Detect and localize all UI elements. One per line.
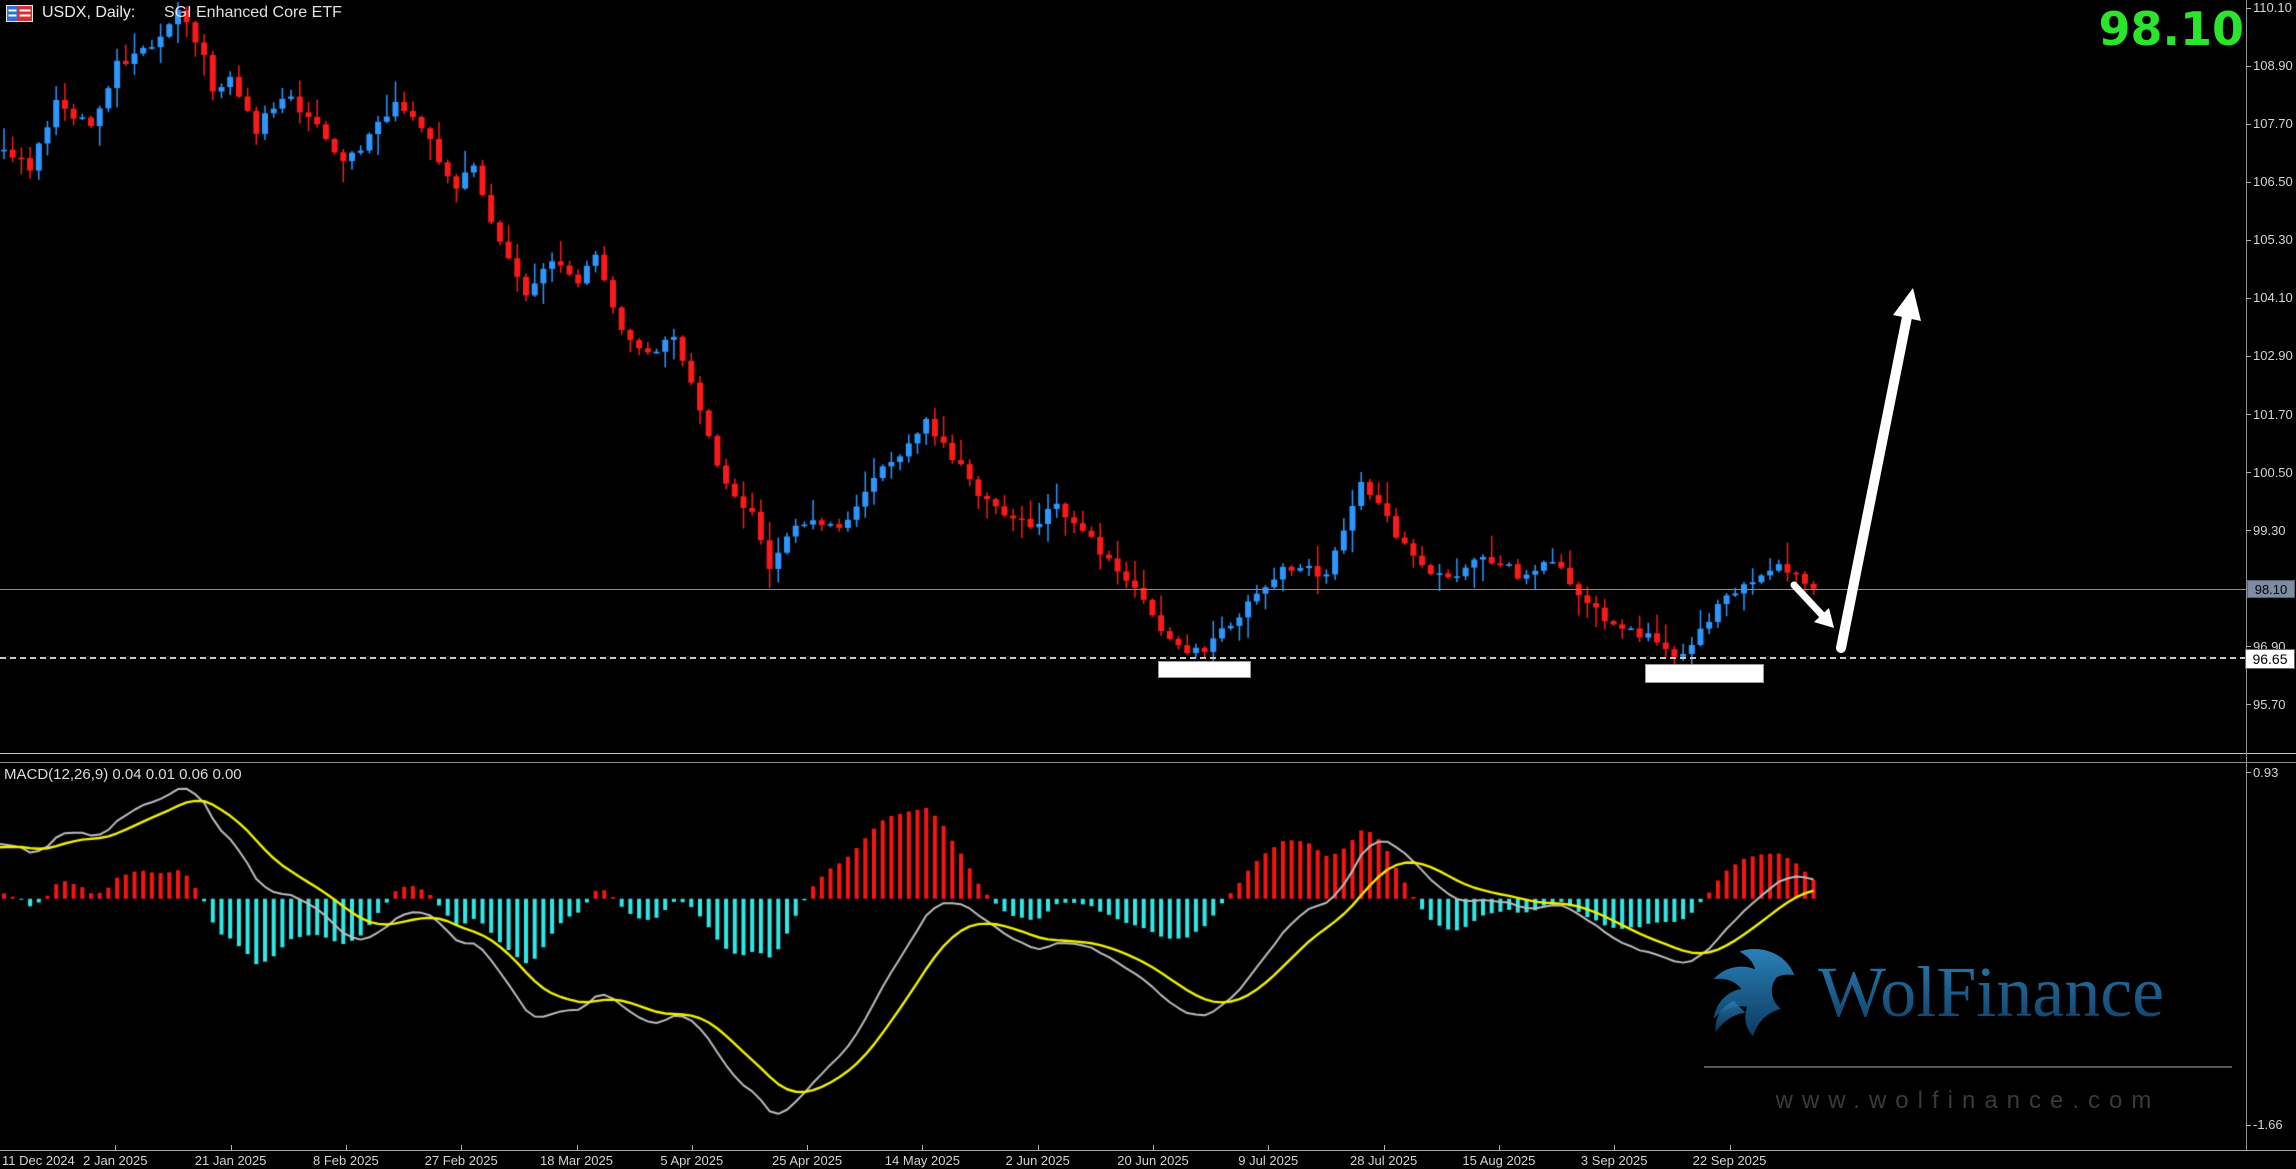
price-axis-label: 99.30 bbox=[2253, 522, 2286, 538]
axis-tick bbox=[1153, 1145, 1154, 1150]
axis-tick bbox=[2246, 123, 2251, 125]
time-axis-label: 3 Sep 2025 bbox=[1580, 1153, 1648, 1168]
panel-splitter-line[interactable] bbox=[0, 753, 2296, 754]
time-axis-label: 22 Sep 2025 bbox=[1692, 1153, 1767, 1168]
time-axis-label: 21 Jan 2025 bbox=[194, 1153, 267, 1168]
symbol-timeframe-label: USDX, Daily: bbox=[42, 4, 136, 21]
price-axis-label: 110.10 bbox=[2253, 0, 2292, 15]
support-level-line[interactable] bbox=[0, 657, 2246, 659]
time-axis-label: 9 Jul 2025 bbox=[1238, 1153, 1299, 1168]
current-price-line[interactable] bbox=[0, 589, 2246, 590]
time-axis-label: 5 Apr 2025 bbox=[660, 1153, 724, 1168]
axis-tick bbox=[1614, 1145, 1616, 1150]
axis-tick bbox=[2246, 297, 2251, 299]
current-price-display: 98.10 bbox=[2098, 2, 2244, 56]
time-axis-label: 2 Jan 2025 bbox=[83, 1153, 148, 1168]
axis-tick bbox=[2246, 1125, 2251, 1126]
time-axis-label: 14 May 2025 bbox=[884, 1153, 960, 1168]
support-zone-rect[interactable] bbox=[1645, 664, 1764, 683]
time-axis-label: 28 Jul 2025 bbox=[1349, 1153, 1418, 1168]
time-axis-label: 27 Feb 2025 bbox=[424, 1153, 498, 1168]
price-axis-label: 107.70 bbox=[2253, 116, 2293, 132]
time-axis-label: 2 Jun 2025 bbox=[1005, 1153, 1070, 1168]
time-axis-label: 8 Feb 2025 bbox=[313, 1153, 379, 1168]
instrument-description-label: SGI Enhanced Core ETF bbox=[164, 4, 342, 21]
axis-tick bbox=[1268, 1145, 1270, 1150]
axis-tick bbox=[922, 1145, 924, 1150]
macd-indicator-label: MACD(12,26,9) 0.04 0.01 0.06 0.00 bbox=[4, 766, 242, 783]
axis-tick bbox=[2246, 772, 2251, 773]
support-zone-rect[interactable] bbox=[1158, 661, 1251, 678]
axis-tick bbox=[1729, 1145, 1731, 1150]
axis-tick bbox=[2246, 472, 2251, 474]
price-axis-label: 104.10 bbox=[2253, 290, 2293, 306]
time-axis-label: 20 Jun 2025 bbox=[1117, 1153, 1189, 1168]
axis-tick bbox=[345, 1145, 347, 1150]
time-axis-label: 25 Apr 2025 bbox=[772, 1153, 843, 1168]
price-axis-label: 105.30 bbox=[2253, 232, 2293, 248]
price-axis-label: 106.50 bbox=[2253, 174, 2293, 190]
axis-tick bbox=[461, 1145, 463, 1150]
price-axis-label: 102.90 bbox=[2253, 348, 2293, 364]
time-axis-label: 11 Dec 2024 bbox=[2, 1153, 75, 1168]
axis-tick bbox=[1498, 1145, 1500, 1150]
macd-axis-min-label: -1.66 bbox=[2253, 1117, 2283, 1132]
axis-tick bbox=[2246, 355, 2251, 357]
axis-tick bbox=[2246, 65, 2251, 67]
axis-tick bbox=[1037, 1145, 1039, 1150]
axis-tick bbox=[2246, 704, 2251, 706]
price-axis-label: 101.70 bbox=[2253, 406, 2293, 422]
axis-tick bbox=[2246, 239, 2251, 241]
panel-splitter-line[interactable] bbox=[0, 762, 2296, 763]
time-axis-label: 15 Aug 2025 bbox=[1462, 1153, 1536, 1168]
axis-tick bbox=[807, 1145, 809, 1150]
time-axis-label: 18 Mar 2025 bbox=[540, 1153, 613, 1168]
instrument-flag-icon bbox=[6, 5, 33, 22]
axis-tick bbox=[1383, 1145, 1385, 1150]
macd-axis-max-label: 0.93 bbox=[2253, 765, 2279, 780]
axis-tick bbox=[115, 1145, 117, 1150]
axis-tick bbox=[2246, 414, 2251, 416]
price-axis-label: 108.90 bbox=[2253, 58, 2293, 74]
time-axis-line[interactable] bbox=[0, 1150, 2296, 1151]
axis-tick bbox=[230, 1145, 232, 1150]
price-axis-label: 100.50 bbox=[2253, 464, 2293, 480]
axis-tick bbox=[2246, 7, 2251, 9]
current-price-tag: 98.10 bbox=[2247, 580, 2295, 598]
axis-tick bbox=[691, 1145, 693, 1150]
axis-tick bbox=[576, 1145, 578, 1150]
price-axis-line[interactable] bbox=[2246, 0, 2247, 1151]
axis-tick bbox=[2246, 530, 2251, 532]
axis-tick bbox=[2246, 646, 2251, 648]
axis-tick bbox=[2246, 181, 2251, 183]
price-axis-label: 95.70 bbox=[2253, 696, 2286, 712]
support-price-tag: 96.65 bbox=[2245, 649, 2295, 669]
